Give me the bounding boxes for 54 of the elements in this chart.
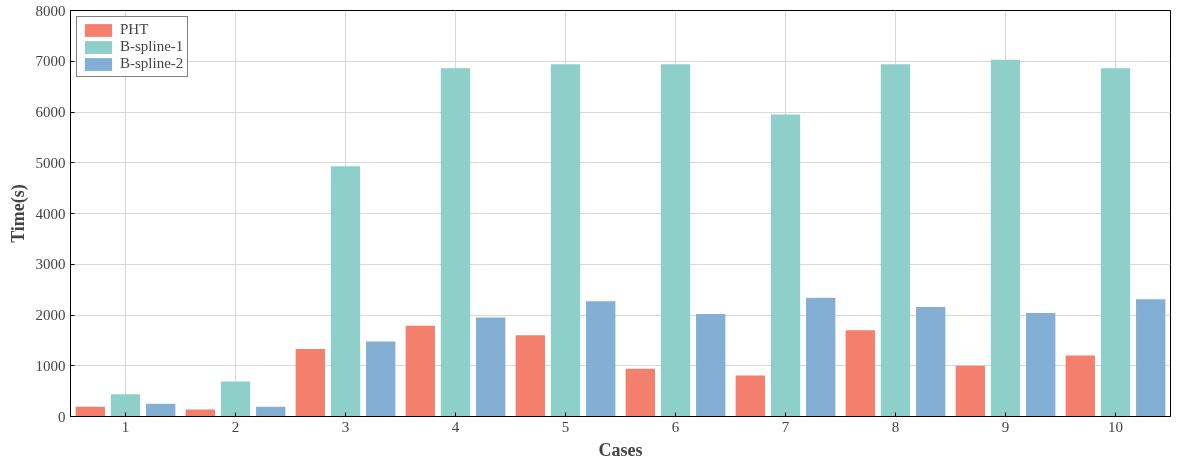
x-tick-label: 2 [231, 418, 240, 435]
y-tick-label: 6000 [35, 104, 66, 120]
bar [405, 325, 435, 417]
bar [990, 59, 1021, 417]
bar [806, 297, 836, 417]
bar [955, 365, 985, 417]
bar [1100, 68, 1131, 417]
bar [696, 313, 726, 417]
bar [1136, 299, 1166, 417]
bar [660, 64, 691, 417]
y-tick-label: 3000 [35, 256, 66, 273]
bar [916, 306, 946, 417]
bar [75, 406, 105, 417]
bar [1026, 312, 1056, 417]
x-tick-label: 10 [1108, 418, 1123, 435]
bar [515, 335, 545, 417]
bar [550, 64, 581, 417]
x-tick-label: 4 [451, 418, 460, 435]
bar [220, 381, 251, 417]
y-tick-label: 0 [58, 408, 66, 425]
bar [586, 301, 616, 417]
bar [1065, 355, 1095, 417]
legend-label: PHT [120, 21, 149, 38]
bar [366, 341, 396, 417]
y-tick-label: 7000 [35, 53, 66, 70]
bar [440, 68, 471, 417]
legend-label: B-spline-1 [120, 38, 184, 55]
legend-label: B-spline-2 [120, 55, 184, 72]
bar [476, 317, 506, 417]
y-tick-label: 4000 [35, 205, 66, 222]
bar [330, 166, 361, 417]
x-tick-label: 6 [671, 418, 680, 435]
bar [735, 375, 765, 417]
bar [625, 368, 655, 417]
bar [770, 114, 801, 417]
y-tick-label: 1000 [35, 357, 66, 374]
y-tick-label: 2000 [35, 307, 66, 323]
bar [845, 330, 875, 417]
x-tick-label: 1 [121, 418, 130, 435]
bar [295, 349, 325, 417]
x-tick-label: 3 [341, 418, 350, 435]
bar [110, 394, 141, 417]
x-tick-label: 8 [891, 418, 900, 435]
x-axis-title: Cases [598, 439, 643, 460]
y-tick-label: 8000 [35, 2, 66, 19]
x-tick-label: 7 [781, 418, 790, 435]
bar [256, 406, 286, 417]
y-tick-label: 5000 [35, 154, 66, 171]
bar [185, 409, 215, 417]
x-tick-label: 5 [561, 418, 570, 435]
y-axis-title: Time(s) [7, 184, 29, 243]
bar [146, 403, 176, 417]
bar [880, 64, 911, 417]
x-tick-label: 9 [1001, 418, 1010, 435]
